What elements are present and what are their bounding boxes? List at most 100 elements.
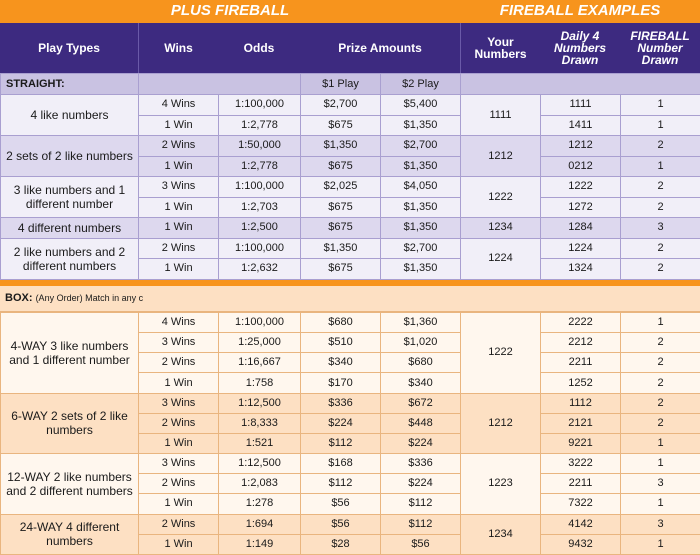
straight-p2-cell: $1,350 — [380, 258, 461, 280]
straight-fireball-cell: 2 — [619, 258, 700, 280]
title-banner: PLUS FIREBALL FIREBALL EXAMPLES — [0, 0, 700, 23]
straight-p1-cell: $675 — [300, 196, 381, 218]
straight-drawn-cell: 1272 — [540, 196, 621, 218]
box-p1-cell: $336 — [300, 392, 381, 414]
straight-your-numbers: 1224 — [460, 237, 541, 280]
table-row: 3 Wins 1:25,000 $510 $1,020 2212 2 — [1, 332, 700, 354]
straight-p1-cell: $2,025 — [300, 176, 381, 198]
box-p2-cell: $56 — [380, 533, 461, 555]
straight-odds-cell: 1:100,000 — [218, 237, 301, 259]
straight-fireball-cell: 2 — [619, 196, 700, 218]
straight-your-numbers: 1212 — [460, 135, 541, 177]
box-divider — [0, 280, 700, 286]
box-p1-cell: $28 — [300, 533, 381, 555]
table-row: 2 like numbers and 2 different numbers 2 … — [0, 237, 700, 280]
straight-your-numbers: 1111 — [460, 94, 541, 136]
box-label: BOX: — [5, 292, 33, 304]
box-wins-cell: 3 Wins — [138, 332, 219, 354]
straight-drawn-cell: 1411 — [540, 114, 621, 136]
straight-p1-cell: $675 — [300, 258, 381, 280]
box-play-type: 24-WAY 4 different numbers — [0, 513, 139, 555]
box-odds-cell: 1:149 — [218, 533, 301, 555]
box-fireball-cell: 1 — [620, 453, 700, 475]
box-odds-cell: 1:16,667 — [218, 352, 301, 374]
header-play-types: Play Types — [38, 41, 100, 55]
straight-fireball-cell: 2 — [619, 135, 700, 157]
table-row: 2 sets of 2 like numbers 2 Wins 1:50,000 $1… — [0, 135, 700, 177]
table-header: Play Types Wins Odds Prize Amounts Your … — [0, 23, 700, 73]
box-wins-cell: 3 Wins — [138, 453, 219, 475]
straight-odds-cell: 1:50,000 — [218, 135, 301, 157]
straight-p1-cell: $675 — [300, 217, 381, 239]
box-p2-cell: $1,020 — [380, 332, 461, 354]
play1-header: $1 Play — [300, 73, 381, 95]
table-row: 2 Wins 1:8,333 $224 $448 2121 2 — [1, 412, 700, 434]
box-section-label: BOX: (Any Order) Match in any c — [0, 286, 700, 312]
box-wins-cell: 2 Wins — [138, 412, 219, 434]
box-fireball-cell: 1 — [620, 533, 700, 555]
box-wins-cell: 2 Wins — [138, 352, 219, 374]
straight-fireball-cell: 3 — [619, 217, 700, 239]
plus-fireball-title: PLUS FIREBALL — [170, 2, 290, 19]
box-your-numbers: 1222 — [460, 312, 541, 394]
straight-play-type: 3 like numbers and 1 different number — [0, 176, 139, 218]
box-play-type: 6-WAY 2 sets of 2 like numbers — [0, 392, 139, 455]
table-row: 1 Win 1:758 $170 $340 1252 2 — [1, 372, 700, 394]
straight-p1-cell: $675 — [300, 114, 381, 136]
box-fireball-cell: 2 — [620, 392, 700, 414]
straight-your-numbers: 1234 — [460, 217, 541, 239]
straight-drawn-cell: 0212 — [540, 155, 621, 177]
fireball-examples-title: FIREBALL EXAMPLES — [499, 2, 661, 19]
straight-odds-cell: 1:100,000 — [218, 94, 301, 116]
straight-your-numbers: 1222 — [460, 176, 541, 218]
box-drawn-cell: 4142 — [540, 513, 621, 535]
box-fireball-cell: 1 — [620, 311, 700, 334]
box-your-numbers: 1212 — [460, 392, 541, 455]
box-drawn-cell: 2121 — [540, 412, 621, 434]
box-p1-cell: $168 — [300, 453, 381, 475]
table-row: 1 Win 1:278 $56 $112 7322 1 — [1, 493, 700, 515]
box-drawn-cell: 2212 — [540, 332, 621, 354]
straight-play-type: 2 like numbers and 2 different numbers — [0, 237, 139, 280]
box-wins-cell: 2 Wins — [138, 473, 219, 495]
box-wins-cell: 1 Win — [138, 432, 219, 455]
straight-play-type: 4 like numbers — [0, 94, 139, 136]
table-row: 1 Win 1:2,632 $675 $1,350 1324 2 — [1, 258, 700, 280]
straight-odds-cell: 1:2,778 — [218, 155, 301, 177]
header-odds: Odds — [243, 41, 275, 55]
straight-odds-cell: 1:2,632 — [218, 258, 301, 280]
box-drawn-cell: 1112 — [540, 392, 621, 414]
box-p1-cell: $340 — [300, 352, 381, 374]
straight-p2-cell: $2,700 — [380, 237, 461, 259]
box-p2-cell: $112 — [380, 513, 461, 535]
straight-odds-cell: 1:100,000 — [218, 176, 301, 198]
box-fireball-cell: 1 — [620, 493, 700, 515]
table-row: 4-WAY 3 like numbers and 1 different num… — [0, 311, 700, 394]
straight-wins-cell: 1 Win — [138, 155, 219, 177]
box-fireball-cell: 2 — [620, 352, 700, 374]
box-wins-cell: 1 Win — [138, 372, 219, 394]
box-fireball-cell: 2 — [620, 372, 700, 394]
box-play-type: 12-WAY 2 like numbers and 2 different nu… — [0, 453, 139, 515]
table-row: 12-WAY 2 like numbers and 2 different nu… — [0, 453, 700, 515]
straight-play-type: 2 sets of 2 like numbers — [0, 135, 139, 177]
box-p2-cell: $680 — [380, 352, 461, 374]
table-row: 1 Win 1:2,778 $675 $1,350 0212 1 — [1, 155, 700, 177]
box-drawn-cell: 7322 — [540, 493, 621, 515]
box-fireball-cell: 3 — [620, 513, 700, 535]
box-odds-cell: 1:25,000 — [218, 332, 301, 354]
box-drawn-cell: 2211 — [540, 473, 621, 495]
box-odds-cell: 1:100,000 — [218, 311, 301, 334]
table-row: 1 Win 1:149 $28 $56 9432 1 — [1, 533, 700, 555]
box-odds-cell: 1:12,500 — [218, 453, 301, 475]
box-odds-cell: 1:12,500 — [218, 392, 301, 414]
box-drawn-cell: 9432 — [540, 533, 621, 555]
box-your-numbers: 1234 — [460, 513, 541, 555]
table-row: 2 Wins 1:2,083 $112 $224 2211 3 — [1, 473, 700, 495]
box-p2-cell: $672 — [380, 392, 461, 414]
straight-table: STRAIGHT: $1 Play $2 Play 4 like numbers 4 W… — [0, 73, 700, 280]
box-wins-cell: 1 Win — [138, 533, 219, 555]
box-p1-cell: $56 — [300, 513, 381, 535]
box-odds-cell: 1:278 — [218, 493, 301, 515]
